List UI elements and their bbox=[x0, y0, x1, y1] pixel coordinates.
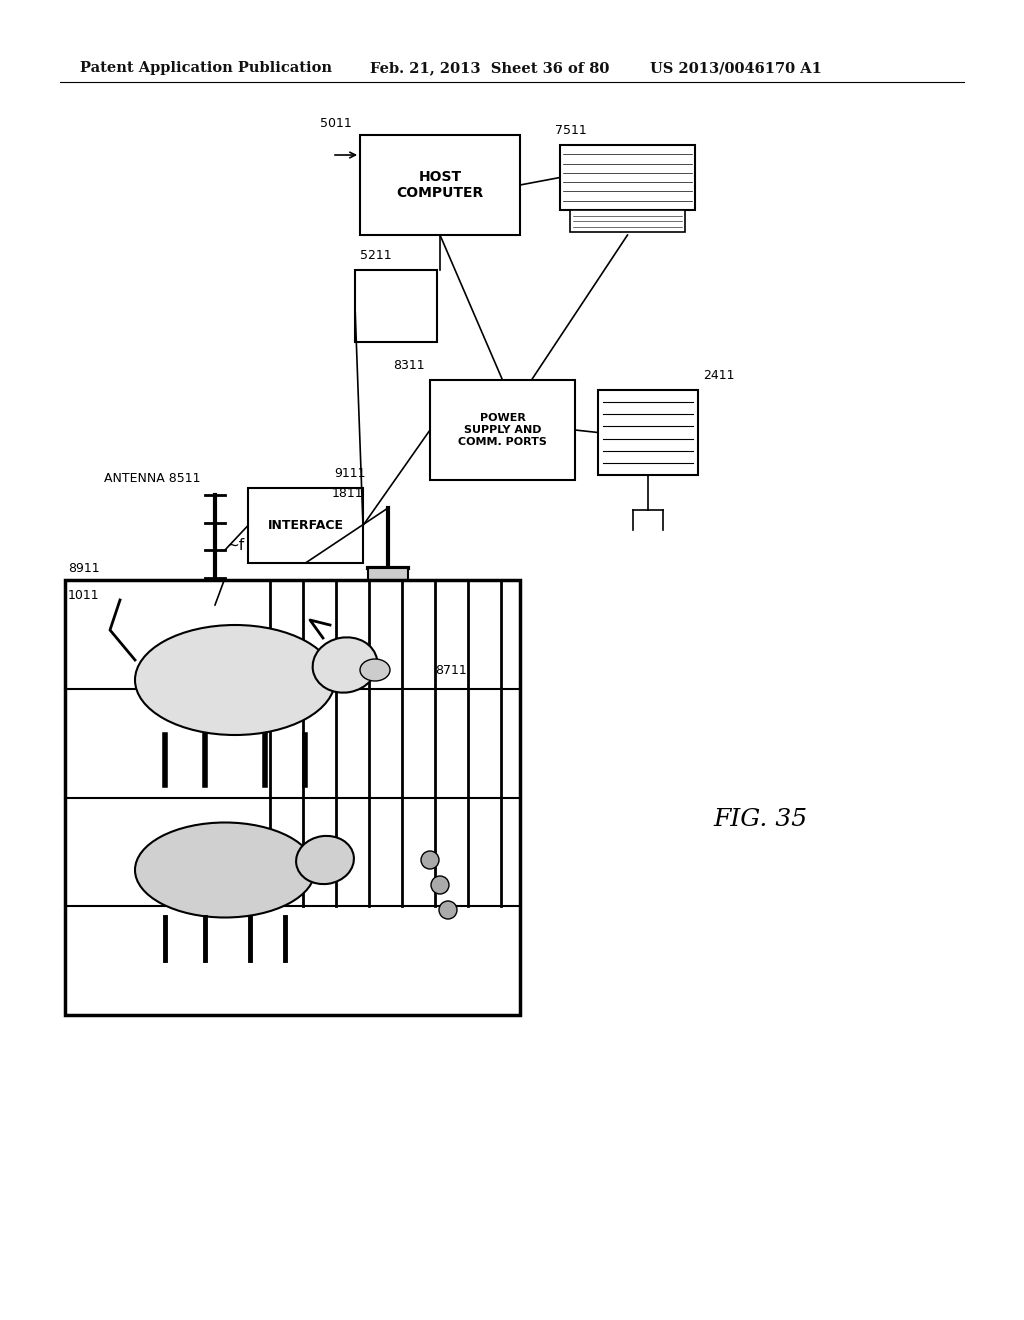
Text: Patent Application Publication: Patent Application Publication bbox=[80, 61, 332, 75]
Bar bbox=[65, 579, 520, 1015]
Bar bbox=[598, 389, 698, 475]
Bar bbox=[560, 145, 695, 210]
Bar bbox=[570, 210, 685, 232]
Text: US 2013/0046170 A1: US 2013/0046170 A1 bbox=[650, 61, 822, 75]
Text: 8911: 8911 bbox=[68, 562, 99, 576]
Ellipse shape bbox=[296, 836, 354, 884]
Ellipse shape bbox=[135, 822, 315, 917]
Text: 9111: 9111 bbox=[335, 467, 366, 480]
Bar bbox=[355, 271, 437, 342]
Text: 7511: 7511 bbox=[555, 124, 587, 137]
Text: 1011: 1011 bbox=[68, 589, 99, 602]
Text: 5011: 5011 bbox=[321, 117, 352, 129]
Ellipse shape bbox=[360, 659, 390, 681]
Text: Feb. 21, 2013  Sheet 36 of 80: Feb. 21, 2013 Sheet 36 of 80 bbox=[370, 61, 609, 75]
Text: POWER
SUPPLY AND
COMM. PORTS: POWER SUPPLY AND COMM. PORTS bbox=[458, 413, 547, 446]
Text: ~f: ~f bbox=[226, 537, 244, 553]
Text: HOST
COMPUTER: HOST COMPUTER bbox=[396, 170, 483, 201]
Text: ANTENNA 8511: ANTENNA 8511 bbox=[103, 473, 200, 484]
Ellipse shape bbox=[431, 876, 449, 894]
Ellipse shape bbox=[312, 638, 378, 693]
Ellipse shape bbox=[135, 624, 335, 735]
Text: 5211: 5211 bbox=[360, 249, 391, 261]
Bar bbox=[248, 488, 362, 564]
Bar bbox=[430, 380, 575, 480]
Text: 8711: 8711 bbox=[435, 664, 467, 676]
Bar bbox=[368, 568, 408, 593]
Ellipse shape bbox=[439, 902, 457, 919]
Text: 8311: 8311 bbox=[393, 359, 425, 372]
Bar bbox=[360, 135, 520, 235]
Text: FIG. 35: FIG. 35 bbox=[713, 808, 807, 832]
Ellipse shape bbox=[421, 851, 439, 869]
Text: 1811: 1811 bbox=[332, 487, 362, 500]
Text: INTERFACE: INTERFACE bbox=[267, 519, 343, 532]
Text: 2411: 2411 bbox=[703, 370, 734, 381]
